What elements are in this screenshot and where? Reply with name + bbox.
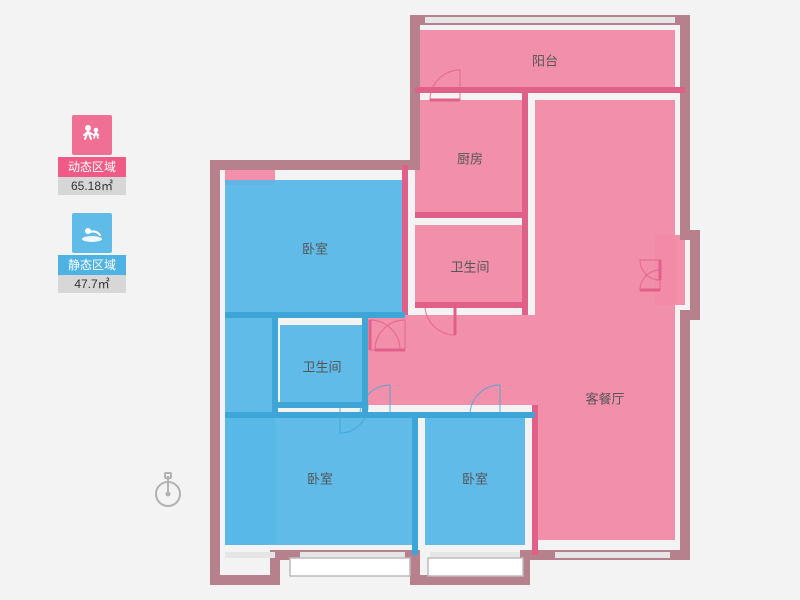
room-label-kitchen: 厨房 [457, 151, 483, 166]
floorplan-stage: 动态区域 65.18㎡ 静态区域 47.7㎡ [0, 0, 800, 600]
room-label-living: 客餐厅 [585, 391, 624, 406]
room-label-balcony: 阳台 [532, 53, 558, 68]
room-label-bedroom_s: 卧室 [462, 471, 488, 486]
room-label-bedroom_nw: 卧室 [302, 241, 328, 256]
floorplan-svg: 阳台厨房卫生间客餐厅卧室卫生间卧室卧室 [0, 0, 800, 600]
room-label-bath2: 卫生间 [302, 359, 341, 374]
room-label-bedroom_sw: 卧室 [307, 471, 333, 486]
room-label-bath1: 卫生间 [450, 259, 489, 274]
